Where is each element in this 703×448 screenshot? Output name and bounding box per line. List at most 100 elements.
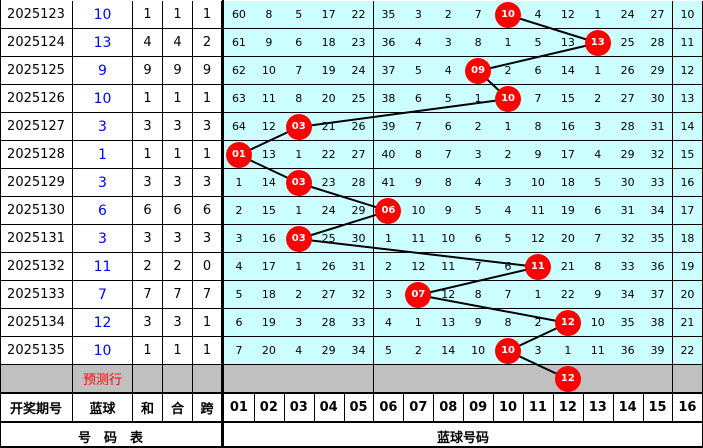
trend-line-segment	[298, 182, 389, 212]
trend-line-segment	[507, 14, 599, 44]
omission-cell: 8	[463, 29, 495, 57]
pred-cell: 12	[552, 365, 584, 393]
divider	[222, 0, 224, 448]
hezhi-cell: 3	[163, 113, 193, 141]
omission-cell: 03	[283, 113, 315, 141]
omission-cell: 7	[403, 113, 435, 141]
omission-cell: 31	[612, 197, 644, 225]
omission-cell: 38	[373, 85, 405, 113]
blue-cell: 9	[73, 57, 133, 85]
blue-cell: 13	[73, 29, 133, 57]
hezhi-cell: 7	[163, 281, 193, 309]
period-cell: 2025131	[0, 225, 73, 253]
blue-ball-hit: 12	[554, 309, 581, 336]
kua-cell: 6	[193, 197, 222, 225]
omission-cell: 64	[224, 113, 255, 141]
pred-cell	[283, 365, 315, 393]
omission-cell: 30	[343, 225, 375, 253]
hezhi-cell: 4	[163, 29, 193, 57]
kua-cell: 9	[193, 57, 222, 85]
omission-cell: 5	[403, 57, 435, 85]
omission-cell: 28	[313, 309, 345, 337]
he-cell: 3	[133, 169, 163, 197]
trend-line-segment	[298, 98, 509, 128]
omission-cell: 8	[433, 169, 465, 197]
pred-empty-cell	[193, 365, 222, 393]
omission-cell: 2	[283, 281, 315, 309]
divider	[0, 421, 703, 423]
omission-cell: 6	[433, 113, 465, 141]
omission-cell: 24	[343, 57, 375, 85]
blue-cell: 11	[73, 253, 133, 281]
divider	[0, 446, 703, 448]
omission-cell: 34	[612, 281, 644, 309]
kua-cell: 2	[193, 29, 222, 57]
blue-ball-hit: 03	[285, 169, 312, 196]
blue-ball-hit: 10	[495, 85, 522, 112]
he-cell: 9	[133, 57, 163, 85]
omission-cell: 35	[612, 309, 644, 337]
omission-cell: 40	[373, 141, 405, 169]
omission-cell: 20	[253, 337, 285, 365]
omission-cell: 63	[224, 85, 255, 113]
trend-line-segment	[477, 42, 598, 72]
omission-cell: 6	[283, 29, 315, 57]
omission-cell: 07	[403, 281, 435, 309]
prediction-row-label: 预测行	[73, 365, 133, 393]
omission-cell: 1	[283, 141, 315, 169]
omission-cell: 7	[523, 85, 554, 113]
he-cell: 1	[133, 85, 163, 113]
omission-cell: 9	[403, 169, 435, 197]
omission-cell: 03	[283, 225, 315, 253]
omission-cell: 22	[313, 141, 345, 169]
omission-cell: 22	[552, 281, 584, 309]
period-cell: 2025123	[0, 1, 73, 29]
omission-cell: 3	[493, 169, 524, 197]
blue-ball-hit: 11	[524, 253, 551, 280]
blue-cell: 1	[73, 141, 133, 169]
omission-cell: 15	[552, 85, 584, 113]
hezhi-cell: 1	[163, 1, 193, 29]
omission-cell: 10	[403, 197, 435, 225]
blue-cell: 3	[73, 225, 133, 253]
omission-cell: 39	[642, 337, 674, 365]
omission-cell: 17	[313, 1, 345, 29]
blue-ball-hit: 13	[584, 29, 611, 56]
divider	[0, 392, 703, 394]
omission-cell: 20	[552, 225, 584, 253]
omission-cell: 10	[493, 337, 524, 365]
omission-cell: 60	[224, 1, 255, 29]
omission-cell: 34	[343, 337, 375, 365]
he-cell: 2	[133, 253, 163, 281]
omission-cell: 1	[373, 225, 405, 253]
hezhi-cell: 9	[163, 57, 193, 85]
period-cell: 2025133	[0, 281, 73, 309]
he-cell: 1	[133, 141, 163, 169]
pred-cell	[493, 365, 524, 393]
kua-cell: 3	[193, 169, 222, 197]
omission-cell: 09	[463, 57, 495, 85]
omission-cell: 19	[253, 309, 285, 337]
omission-cell: 36	[642, 253, 674, 281]
omission-cell: 22	[343, 1, 375, 29]
omission-cell: 16	[552, 113, 584, 141]
omission-cell: 1	[403, 309, 435, 337]
omission-cell: 4	[523, 1, 554, 29]
omission-cell: 11	[523, 197, 554, 225]
omission-cell: 21	[313, 113, 345, 141]
omission-cell: 18	[672, 225, 703, 253]
omission-cell: 9	[463, 309, 495, 337]
omission-cell: 4	[493, 197, 524, 225]
omission-cell: 30	[642, 85, 674, 113]
hezhi-cell: 3	[163, 169, 193, 197]
omission-cell: 7	[582, 225, 614, 253]
omission-cell: 17	[672, 197, 703, 225]
omission-cell: 35	[642, 225, 674, 253]
omission-cell: 8	[523, 113, 554, 141]
kua-cell: 1	[193, 309, 222, 337]
period-cell: 2025127	[0, 113, 73, 141]
trend-line-segment	[298, 238, 539, 268]
blue-cell: 10	[73, 337, 133, 365]
omission-cell: 3	[373, 281, 405, 309]
